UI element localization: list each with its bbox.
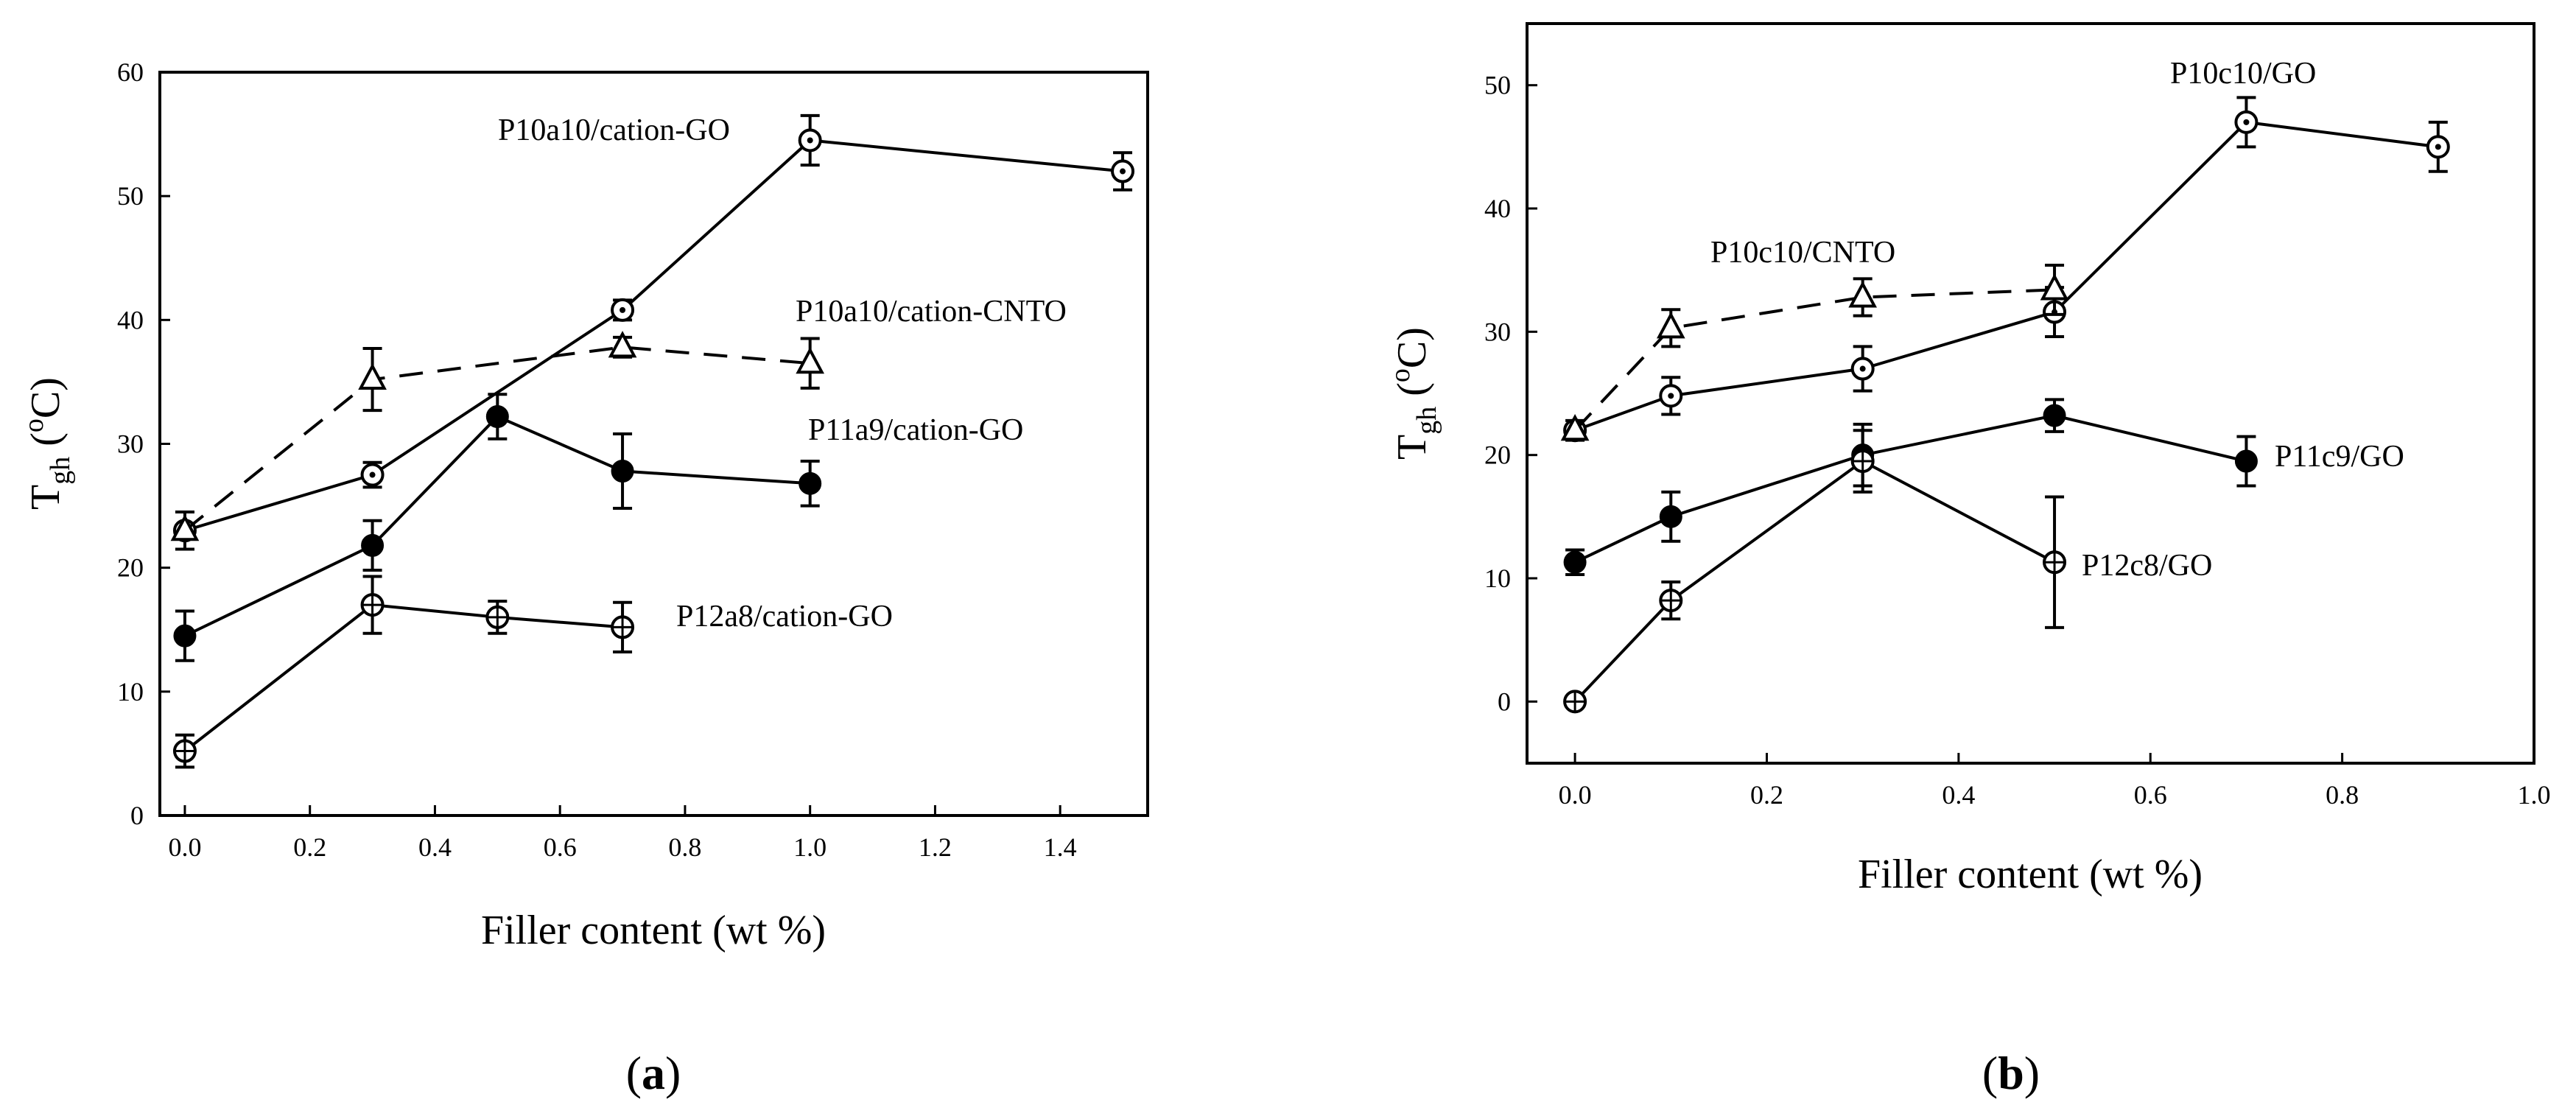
x-tick-label-b: 0.0 — [1559, 780, 1592, 810]
series-line-b-3 — [1573, 459, 2055, 703]
y-tick-label-b: 20 — [1484, 441, 1511, 470]
series-line-b-0 — [1574, 120, 2439, 432]
series-b-1 — [1560, 263, 2069, 441]
x-tick-label-b: 0.6 — [2134, 780, 2167, 810]
data-point-mark — [2243, 119, 2250, 125]
y-tick-label-a: 0 — [130, 801, 144, 830]
data-series-a — [170, 113, 1135, 769]
data-point — [796, 346, 825, 374]
x-tick-label-a: 0.2 — [293, 832, 326, 862]
series-a-3 — [172, 575, 635, 769]
series-label-a-p12: P12a8/cation-GO — [676, 600, 893, 634]
data-point — [799, 471, 822, 495]
series-label-b-cnto: P10c10/CNTO — [1710, 236, 1895, 270]
y-tick-label-a: 30 — [117, 429, 144, 459]
data-point — [173, 624, 197, 648]
data-point-mark — [807, 137, 813, 144]
panel-label-a: (a) — [626, 1047, 681, 1099]
x-tick-label-b: 0.4 — [1942, 780, 1975, 810]
series-a-2 — [173, 393, 822, 662]
series-line-b-1 — [1573, 288, 2055, 432]
y-tick-label-a: 10 — [117, 677, 144, 706]
series-label-b-p11: P11c9/GO — [2275, 440, 2404, 474]
data-point-mark — [1120, 168, 1126, 175]
x-axis-label-b: Filler content (wt %) — [1858, 852, 2203, 897]
y-axis-label-a: Tgh (oC) — [18, 377, 76, 510]
series-b-3 — [1563, 429, 2067, 714]
plot-frame-b — [1526, 22, 2535, 765]
data-point — [1659, 505, 1682, 528]
data-point-mark — [2435, 144, 2441, 150]
x-tick-label-a: 1.4 — [1044, 832, 1077, 862]
series-line-a-3 — [183, 603, 623, 753]
series-a-1 — [170, 331, 825, 541]
data-point — [608, 331, 637, 358]
chart-panel-a: 0.0 0.2 0.4 0.6 0.8 1.0 1.2 1.4 0 10 20 30 40 50 60 Fi… — [18, 57, 1149, 1099]
data-point-mark — [1668, 393, 1674, 399]
chart-panel-b: 0.0 0.2 0.4 0.6 0.8 1.0 0 10 20 30 40 50 Filler con… — [1385, 22, 2551, 1099]
data-point-mark — [369, 471, 376, 478]
x-tick-label-a: 0.4 — [418, 832, 452, 862]
panel-label-b: (b) — [1982, 1047, 2040, 1099]
y-tick-label-b: 0 — [1498, 687, 1511, 716]
data-point — [1560, 413, 1590, 441]
data-point — [361, 533, 385, 557]
x-axis-label-a: Filler content (wt %) — [481, 908, 826, 953]
series-label-a-cnto: P10a10/cation-CNTO — [796, 295, 1067, 329]
axis-ticks-b: 0.0 0.2 0.4 0.6 0.8 1.0 0 10 20 30 40 50 — [1484, 71, 2551, 810]
axis-ticks-a: 0.0 0.2 0.4 0.6 0.8 1.0 1.2 1.4 0 10 20 30 40 50 60 — [117, 57, 1077, 862]
series-line-a-1 — [183, 345, 810, 532]
series-label-b-p12: P12c8/GO — [2082, 549, 2212, 583]
x-tick-label-b: 0.8 — [2326, 780, 2359, 810]
y-tick-label-a: 40 — [117, 305, 144, 334]
data-point — [170, 513, 200, 541]
x-tick-label-a: 0.0 — [168, 832, 201, 862]
data-point — [358, 362, 387, 390]
data-point — [2040, 273, 2069, 301]
x-tick-label-a: 1.0 — [793, 832, 827, 862]
x-tick-label-b: 1.0 — [2518, 780, 2551, 810]
series-label-b-go: P10c10/GO — [2170, 57, 2316, 91]
data-point — [2234, 449, 2258, 473]
y-tick-label-a: 20 — [117, 553, 144, 583]
data-series-b — [1560, 96, 2450, 714]
data-point — [485, 405, 509, 429]
data-point-mark — [620, 306, 626, 313]
y-tick-label-b: 10 — [1484, 564, 1511, 593]
data-point — [2043, 404, 2066, 427]
y-tick-label-a: 50 — [117, 181, 144, 211]
y-tick-label-a: 60 — [117, 57, 144, 87]
y-tick-label-b: 40 — [1484, 194, 1511, 223]
x-tick-label-a: 1.2 — [919, 832, 952, 862]
x-tick-label-a: 0.8 — [668, 832, 701, 862]
series-b-0 — [1563, 96, 2450, 443]
series-label-a-p11: P11a9/cation-GO — [808, 413, 1023, 447]
data-point — [1848, 281, 1878, 308]
y-tick-label-b: 50 — [1484, 71, 1511, 100]
x-tick-label-b: 0.2 — [1750, 780, 1783, 810]
data-point — [1656, 312, 1685, 339]
y-tick-label-b: 30 — [1484, 317, 1511, 346]
series-label-a-go: P10a10/cation-GO — [498, 113, 730, 147]
data-point-mark — [1859, 365, 1866, 372]
data-point — [1563, 550, 1587, 574]
series-a-0 — [172, 113, 1135, 551]
y-axis-label-b: Tgh (oC) — [1385, 327, 1442, 460]
x-tick-label-a: 0.6 — [544, 832, 577, 862]
data-point — [611, 459, 634, 483]
